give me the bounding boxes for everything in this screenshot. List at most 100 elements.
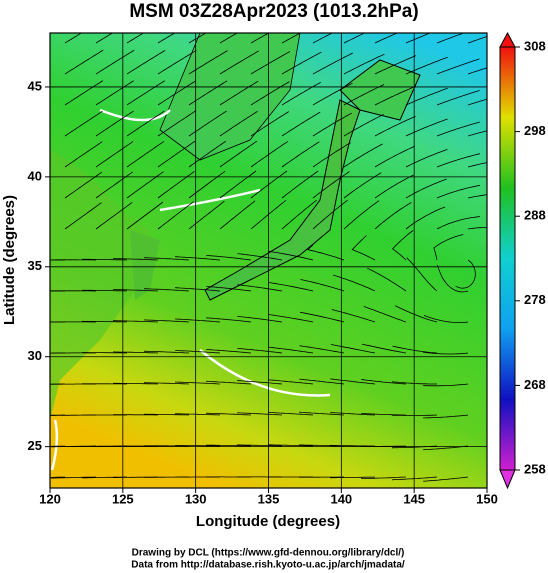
streamline xyxy=(250,33,270,44)
streamline xyxy=(237,380,283,385)
streamline xyxy=(299,411,345,416)
streamline xyxy=(144,257,190,261)
streamline xyxy=(268,444,314,447)
streamline xyxy=(188,200,225,230)
streamline xyxy=(268,346,314,354)
streamline xyxy=(343,84,385,106)
colorbar-extend xyxy=(499,31,516,48)
streamline xyxy=(237,348,283,354)
streamline xyxy=(81,320,128,323)
streamline xyxy=(330,412,376,416)
streamline xyxy=(64,49,104,75)
streamline xyxy=(50,445,66,447)
streamline xyxy=(423,315,469,323)
streamline xyxy=(219,33,238,44)
streamline xyxy=(126,110,165,137)
streamline xyxy=(250,111,290,137)
streamline xyxy=(351,235,376,261)
streamline xyxy=(467,194,487,199)
y-tick-label: 35 xyxy=(28,258,42,273)
streamline xyxy=(423,383,469,387)
streamline xyxy=(268,412,314,416)
streamline xyxy=(157,140,196,168)
land xyxy=(130,230,160,300)
streamline xyxy=(95,33,114,44)
streamline xyxy=(64,80,104,106)
streamline xyxy=(157,50,197,75)
streamline xyxy=(268,282,314,292)
y-tick-label: 40 xyxy=(28,168,42,183)
streamline xyxy=(405,56,448,75)
streamline xyxy=(268,379,314,385)
streamline xyxy=(281,199,317,230)
streamline xyxy=(281,111,321,137)
streamline xyxy=(205,412,252,416)
streamline xyxy=(144,288,190,292)
streamline xyxy=(343,114,384,137)
streamline xyxy=(64,110,103,137)
streamline xyxy=(219,170,257,199)
streamline xyxy=(219,80,259,106)
streamline xyxy=(312,171,350,199)
streamline xyxy=(174,413,221,416)
streamline xyxy=(374,145,415,168)
streamline xyxy=(281,81,321,106)
streamline xyxy=(467,36,487,44)
y-tick-label: 30 xyxy=(28,348,42,363)
streamline xyxy=(367,267,407,292)
credit: Data from http://database.rish.kyoto-u.a… xyxy=(131,560,405,571)
streamline xyxy=(374,33,399,44)
streamline xyxy=(361,476,407,479)
land xyxy=(339,59,421,121)
streamline xyxy=(157,201,194,230)
streamline xyxy=(405,149,448,168)
streamline xyxy=(188,110,227,137)
streamline xyxy=(113,258,159,261)
streamline xyxy=(436,90,480,106)
streamline xyxy=(188,140,227,168)
streamline xyxy=(64,141,103,168)
streamline xyxy=(82,258,128,261)
streamline xyxy=(405,33,432,44)
streamline xyxy=(299,345,345,354)
streamline xyxy=(175,445,220,447)
streamline xyxy=(330,476,376,479)
streamline xyxy=(405,206,446,230)
streamline xyxy=(219,200,256,230)
streamline xyxy=(237,412,283,416)
streamline xyxy=(237,315,283,323)
streamline xyxy=(143,382,190,385)
x-axis-label: Longitude (degrees) xyxy=(196,513,340,530)
streamline xyxy=(157,80,197,106)
streamline xyxy=(437,264,469,293)
y-tick-label: 25 xyxy=(28,438,42,453)
streamline xyxy=(330,344,376,354)
streamline xyxy=(300,279,345,292)
streamline xyxy=(405,118,448,137)
streamline xyxy=(436,58,480,75)
colorbar-tick-label: 258 xyxy=(524,461,546,476)
streamline xyxy=(394,305,438,323)
streamline xyxy=(126,141,165,168)
colorbar-tick-label: 308 xyxy=(524,38,546,53)
streamline xyxy=(206,254,252,261)
streamline xyxy=(281,51,322,75)
streamline xyxy=(64,33,83,44)
streamline xyxy=(392,476,438,481)
y-tick-label: 45 xyxy=(28,78,42,93)
streamline xyxy=(374,202,412,230)
streamline xyxy=(467,130,487,137)
streamline xyxy=(188,170,226,199)
streamline xyxy=(51,476,97,479)
streamline xyxy=(219,140,258,168)
streamline xyxy=(423,351,469,355)
streamline xyxy=(281,170,319,199)
streamline xyxy=(330,378,376,385)
isobar xyxy=(50,108,331,471)
streamline xyxy=(82,289,128,292)
streamline xyxy=(157,171,195,199)
streamline xyxy=(423,476,469,482)
streamline xyxy=(312,142,351,168)
streamline xyxy=(312,33,334,44)
